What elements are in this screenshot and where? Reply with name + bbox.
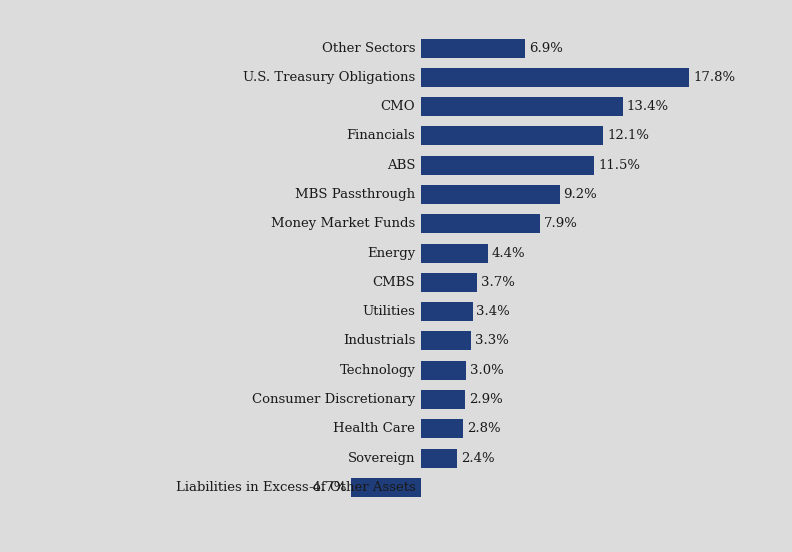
- Bar: [421, 68, 689, 87]
- Bar: [421, 39, 525, 57]
- Text: Energy: Energy: [367, 247, 415, 259]
- Text: 7.9%: 7.9%: [544, 217, 578, 230]
- Text: Health Care: Health Care: [333, 422, 415, 436]
- Text: Consumer Discretionary: Consumer Discretionary: [252, 393, 415, 406]
- Bar: [421, 97, 623, 116]
- Text: 3.4%: 3.4%: [476, 305, 510, 318]
- Text: ABS: ABS: [386, 159, 415, 172]
- Text: 3.3%: 3.3%: [474, 335, 508, 347]
- Text: 6.9%: 6.9%: [529, 41, 563, 55]
- Bar: [421, 185, 560, 204]
- Text: Other Sectors: Other Sectors: [322, 41, 415, 55]
- Bar: [421, 360, 466, 380]
- Text: Financials: Financials: [347, 130, 415, 142]
- Bar: [421, 420, 463, 438]
- Bar: [421, 243, 488, 263]
- Bar: [421, 302, 473, 321]
- Bar: [421, 449, 458, 468]
- Text: CMBS: CMBS: [373, 276, 415, 289]
- Bar: [351, 478, 421, 497]
- Bar: [421, 273, 477, 292]
- Text: U.S. Treasury Obligations: U.S. Treasury Obligations: [243, 71, 415, 84]
- Text: -4.7%: -4.7%: [308, 481, 347, 494]
- Bar: [421, 126, 604, 146]
- Text: Industrials: Industrials: [343, 335, 415, 347]
- Text: 9.2%: 9.2%: [564, 188, 597, 201]
- Text: 3.7%: 3.7%: [481, 276, 515, 289]
- Text: 11.5%: 11.5%: [598, 159, 640, 172]
- Text: Liabilities in Excess of Other Assets: Liabilities in Excess of Other Assets: [176, 481, 415, 494]
- Bar: [421, 214, 540, 233]
- Text: Sovereign: Sovereign: [348, 452, 415, 465]
- Text: MBS Passthrough: MBS Passthrough: [295, 188, 415, 201]
- Text: 2.9%: 2.9%: [469, 393, 502, 406]
- Bar: [421, 331, 471, 351]
- Text: 3.0%: 3.0%: [470, 364, 504, 376]
- Text: 4.4%: 4.4%: [491, 247, 525, 259]
- Text: 2.8%: 2.8%: [467, 422, 501, 436]
- Text: Money Market Funds: Money Market Funds: [271, 217, 415, 230]
- Bar: [421, 156, 594, 175]
- Text: CMO: CMO: [381, 100, 415, 113]
- Text: 12.1%: 12.1%: [607, 130, 649, 142]
- Text: 2.4%: 2.4%: [461, 452, 495, 465]
- Text: 13.4%: 13.4%: [626, 100, 669, 113]
- Bar: [421, 390, 465, 409]
- Text: Technology: Technology: [340, 364, 415, 376]
- Text: 17.8%: 17.8%: [693, 71, 735, 84]
- Text: Utilities: Utilities: [363, 305, 415, 318]
